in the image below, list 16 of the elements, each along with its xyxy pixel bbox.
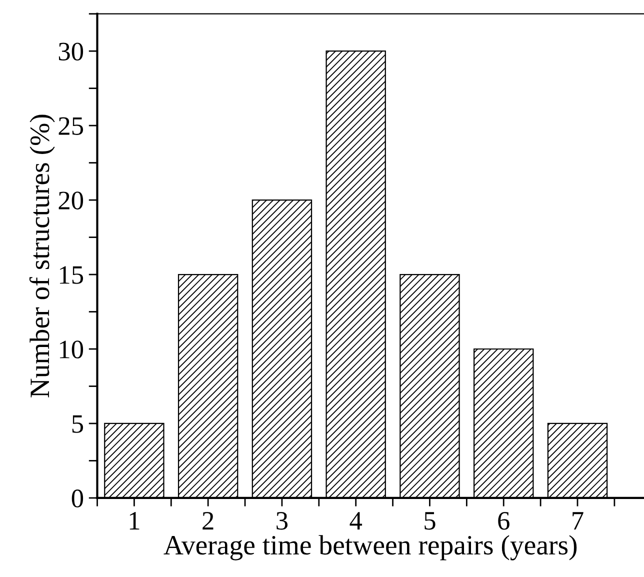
y-tick-label: 5	[72, 415, 84, 433]
x-tick-label: 7	[572, 512, 584, 530]
x-tick-label: 4	[350, 512, 362, 530]
x-tick-label: 1	[130, 512, 140, 530]
y-tick-label: 30	[58, 42, 84, 60]
y-tick-label: 25	[58, 117, 84, 135]
x-tick-label: 2	[202, 512, 214, 530]
y-tick-label: 10	[60, 340, 84, 358]
y-axis-title: Number of structures (%)	[29, 114, 55, 398]
x-tick-label: 5	[424, 512, 436, 530]
x-axis-title: Average time between repairs (years)	[164, 535, 577, 560]
y-tick-label: 20	[58, 192, 84, 210]
x-tick-label: 3	[276, 512, 288, 530]
y-tick-label: 0	[72, 490, 84, 508]
y-tick-label: 15	[60, 266, 84, 284]
x-tick-label: 6	[498, 512, 510, 530]
